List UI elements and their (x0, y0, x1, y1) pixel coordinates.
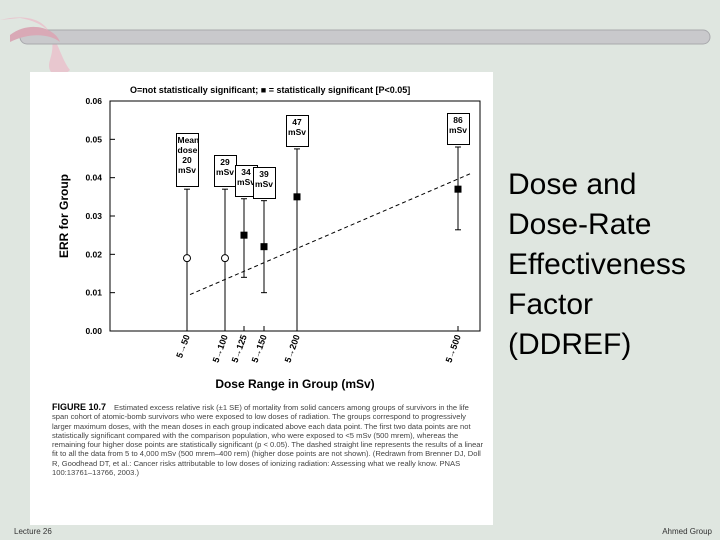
slide-title: Dose and Dose-Rate Effectiveness Factor … (508, 168, 686, 361)
swoosh (0, 17, 70, 76)
figure-panel (30, 72, 493, 525)
dose-label-box: Mean dose: 20 mSv (175, 133, 199, 188)
y-tick-label: 0.02 (85, 249, 102, 259)
legend: O=not statistically significant; ■ = sta… (130, 85, 410, 95)
footer-right: Ahmed Group (662, 527, 712, 536)
point (454, 185, 462, 193)
caption-label: FIGURE 10.7 (52, 402, 107, 412)
fit-line (189, 173, 471, 296)
top-bar (19, 29, 711, 45)
dose-label-box: 39 mSv (252, 166, 276, 199)
point (240, 231, 248, 239)
chart: O=not statistically significant; ■ = sta… (57, 85, 481, 391)
dose-label: 47 mSv (285, 114, 309, 147)
y-axis-label: ERR for Group (57, 174, 71, 258)
figure-caption: FIGURE 10.7 Estimated excess relative ris… (52, 402, 484, 478)
point (221, 254, 229, 263)
y-tick-label: 0.00 (85, 326, 102, 336)
caption-text: Estimated excess relative risk (±1 SE) o… (52, 403, 484, 478)
point (293, 193, 301, 201)
y-tick-label: 0.06 (85, 96, 102, 106)
y-tick-label: 0.01 (85, 288, 102, 298)
y-tick-label: 0.03 (85, 211, 102, 221)
dose-label-box: 86 mSv (446, 113, 470, 145)
point (183, 254, 191, 263)
swoosh-accent (10, 26, 60, 42)
dose-label: 39 mSv (252, 166, 276, 199)
x-axis-label: Dose Range in Group (mSv) (215, 377, 374, 391)
dose-label: Mean dose: 20 mSv (175, 133, 199, 188)
y-tick-label: 0.05 (85, 134, 102, 144)
dose-label: 86 mSv (446, 113, 470, 145)
dose-label-box: 47 mSv (285, 114, 309, 147)
dose-label-box: 29 mSv (213, 155, 237, 188)
dose-label: 29 mSv (213, 155, 237, 188)
point (260, 243, 268, 251)
footer-left: Lecture 26 (14, 527, 52, 536)
y-tick-label: 0.04 (85, 173, 102, 183)
